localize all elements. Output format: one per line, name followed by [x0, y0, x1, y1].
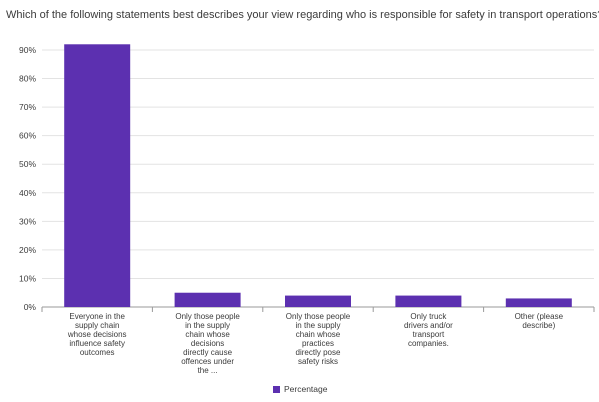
- x-category-label-2-line-4: directly pose: [296, 348, 341, 357]
- x-category-label-1-line-0: Only those people: [175, 312, 240, 321]
- y-tick-label-7: 70%: [19, 102, 36, 112]
- x-category-label-0: Everyone in the supply chain whose decisio…: [67, 312, 127, 357]
- x-category-label-4-line-0: Other (please: [515, 312, 564, 321]
- y-tick-label-4: 40%: [19, 188, 36, 198]
- x-category-label-2-line-0: Only those people: [286, 312, 351, 321]
- x-category-label-1-line-1: in the supply: [185, 321, 230, 330]
- y-tick-label-3: 30%: [19, 216, 36, 226]
- x-category-label-2-line-1: in the supply: [296, 321, 341, 330]
- bar-3: [395, 295, 462, 307]
- y-tick-label-1: 10%: [19, 273, 36, 283]
- x-category-label-0-line-0: Everyone in the: [69, 312, 125, 321]
- x-category-label-3-line-2: transport: [413, 330, 445, 339]
- y-tick-label-8: 80%: [19, 74, 36, 84]
- x-category-label-3-line-3: companies.: [408, 339, 449, 348]
- x-category-label-1-line-6: the ...: [198, 366, 218, 375]
- x-category-label-4-line-1: describe): [522, 321, 555, 330]
- y-tick-label-0: 0%: [24, 302, 37, 312]
- y-tick-label-5: 50%: [19, 159, 36, 169]
- bar-4: [505, 298, 572, 307]
- x-category-label-0-line-1: supply chain: [75, 321, 119, 330]
- x-category-label-2: Only those people in the supply chain whos…: [286, 312, 351, 366]
- x-category-label-2-line-3: practices: [302, 339, 334, 348]
- x-category-label-4: Other (please describe): [515, 312, 564, 330]
- x-category-label-3-line-0: Only truck: [410, 312, 447, 321]
- x-category-label-0-line-4: outcomes: [80, 348, 115, 357]
- bar-1: [174, 292, 241, 307]
- bar-0: [64, 44, 131, 308]
- x-category-label-3: Only truck drivers and/or transport compani…: [404, 312, 453, 348]
- x-category-label-1-line-2: chain whose: [185, 330, 230, 339]
- legend-label: Percentage: [284, 384, 328, 394]
- x-category-label-2-line-5: safety risks: [298, 357, 338, 366]
- y-tick-label-6: 60%: [19, 131, 36, 141]
- x-category-label-0-line-3: influence safety: [69, 339, 125, 348]
- x-category-label-3-line-1: drivers and/or: [404, 321, 453, 330]
- chart-title: Which of the following statements best d…: [6, 9, 599, 21]
- y-tick-label-2: 20%: [19, 245, 36, 255]
- x-category-label-1-line-5: offences under: [181, 357, 234, 366]
- x-category-label-1: Only those people in the supply chain whos…: [175, 312, 240, 375]
- bar-2: [285, 295, 351, 307]
- y-tick-label-9: 90%: [19, 45, 36, 55]
- x-category-label-1-line-4: directly cause: [183, 348, 232, 357]
- x-category-label-0-line-2: whose decisions: [67, 330, 127, 339]
- legend-swatch: [273, 386, 280, 393]
- x-category-label-1-line-3: decisions: [191, 339, 224, 348]
- x-category-label-2-line-2: chain whose: [296, 330, 341, 339]
